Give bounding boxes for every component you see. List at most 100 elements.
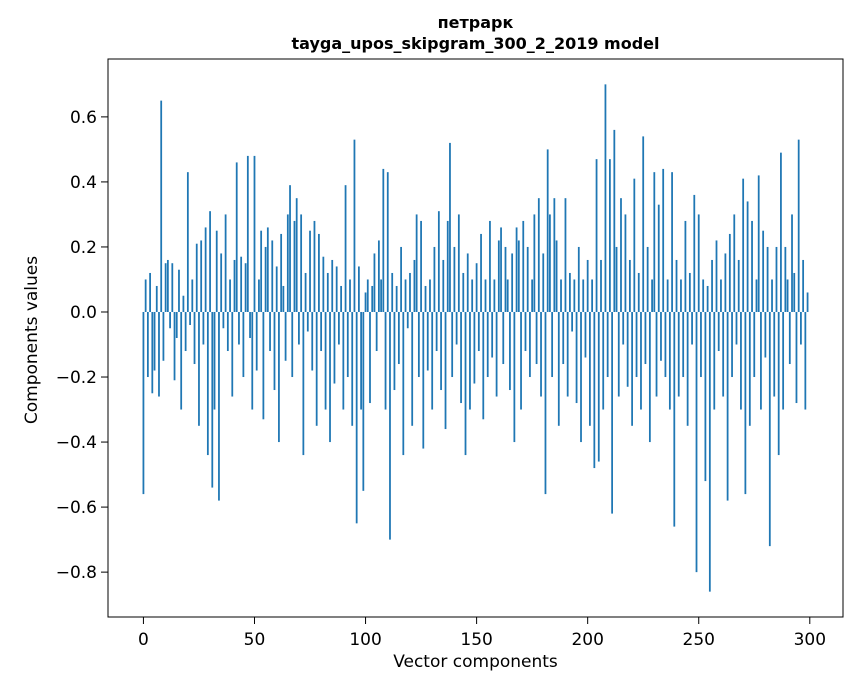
bar [273, 311, 276, 391]
bar [391, 272, 394, 312]
bar [626, 311, 629, 387]
bar [491, 311, 494, 358]
bar [493, 279, 496, 312]
bar [366, 279, 369, 312]
x-tick-label: 150 [460, 630, 492, 650]
bar [269, 311, 271, 352]
bar [200, 240, 203, 312]
bar [413, 259, 416, 312]
bar [213, 311, 216, 410]
bar [617, 311, 620, 397]
bar [178, 269, 180, 312]
bar [224, 214, 227, 312]
bar [446, 220, 449, 312]
bar [395, 285, 398, 312]
bar [671, 172, 673, 312]
bar [422, 311, 425, 449]
bar [215, 230, 218, 312]
bar [668, 311, 671, 410]
bar [482, 311, 485, 420]
bar [306, 311, 309, 332]
bar [737, 259, 740, 312]
bar [324, 311, 327, 410]
bar [431, 311, 434, 410]
bar [688, 272, 691, 312]
bar [686, 311, 689, 426]
bar [535, 311, 538, 365]
bar [733, 214, 736, 312]
bar [642, 136, 645, 312]
bar [620, 198, 622, 312]
bar [235, 162, 238, 312]
bar [426, 311, 429, 371]
bar [158, 311, 160, 397]
bar [515, 227, 518, 312]
y-tick-label: 0.4 [70, 173, 97, 193]
bar [182, 295, 185, 312]
bar [664, 311, 667, 378]
bar [657, 204, 660, 312]
bar [293, 220, 296, 312]
bar [449, 142, 451, 312]
bar [797, 139, 800, 312]
bar [740, 311, 742, 410]
y-tick-label: 0.0 [70, 303, 97, 323]
x-tick-label: 0 [138, 630, 149, 650]
bar [520, 311, 522, 410]
bar [164, 263, 167, 312]
bar [353, 139, 356, 312]
bar [331, 259, 334, 312]
bar [509, 311, 511, 391]
bar [160, 100, 163, 312]
bar [611, 311, 613, 514]
bar [460, 311, 462, 404]
bar [591, 279, 594, 312]
bar [631, 311, 633, 426]
bar [280, 233, 283, 312]
bar [393, 311, 396, 391]
bar [417, 311, 420, 378]
bar [537, 198, 540, 312]
bar [660, 311, 662, 361]
bar [691, 311, 693, 345]
bar [453, 246, 456, 312]
bar [386, 172, 389, 312]
bar [466, 253, 469, 312]
figure-title: петрарк [437, 13, 514, 32]
bar [364, 292, 367, 312]
bar [382, 168, 385, 312]
bar [500, 227, 502, 312]
bar [784, 246, 787, 312]
bar [231, 311, 234, 397]
y-tick-label: −0.4 [56, 433, 97, 453]
bar [433, 246, 436, 312]
bar [409, 272, 411, 312]
bar [648, 311, 651, 443]
bar [271, 240, 274, 312]
bar [242, 311, 245, 378]
bar [209, 211, 211, 312]
bar [146, 311, 149, 378]
bar [640, 311, 642, 410]
bar [751, 220, 753, 312]
bar [477, 311, 480, 352]
bar [189, 311, 191, 325]
bar [760, 311, 762, 410]
bar [151, 311, 154, 394]
bar [533, 214, 536, 312]
bar [358, 266, 360, 312]
bar [484, 279, 487, 312]
bar [724, 253, 727, 312]
bar [651, 279, 653, 312]
bar [229, 279, 231, 312]
bar [313, 220, 316, 312]
bar [722, 311, 725, 397]
bar [440, 311, 442, 391]
bar [173, 311, 176, 381]
bar [684, 220, 687, 312]
bar [184, 311, 187, 352]
bar [762, 230, 765, 312]
bar [495, 311, 498, 397]
bar [475, 263, 478, 312]
bar [469, 311, 471, 410]
